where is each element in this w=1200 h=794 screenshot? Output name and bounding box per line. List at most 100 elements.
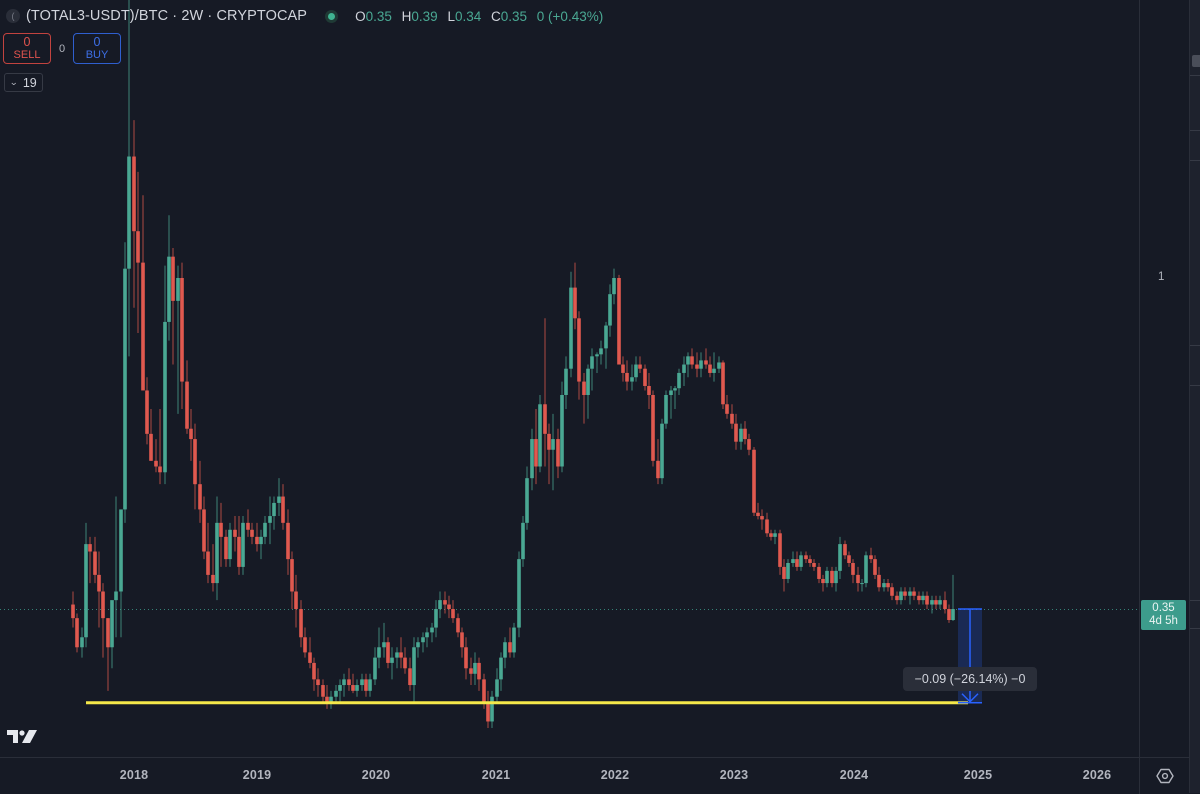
candle	[817, 562, 821, 584]
candle	[360, 673, 364, 691]
candle	[123, 242, 127, 523]
candle	[469, 657, 473, 686]
candle	[512, 622, 516, 658]
open-label: O	[355, 8, 366, 24]
candle	[215, 496, 219, 601]
candle	[325, 685, 329, 709]
candle	[795, 551, 799, 571]
candle	[88, 536, 92, 584]
candle	[791, 551, 795, 567]
high-value: 0.39	[411, 8, 438, 24]
candle	[281, 484, 285, 530]
candle	[690, 348, 694, 369]
candle	[712, 352, 716, 382]
candle	[582, 372, 586, 424]
candle	[760, 509, 764, 530]
candle	[595, 352, 599, 373]
candle	[351, 673, 355, 694]
price-axis[interactable]: 1 0.35 4d 5h	[1139, 0, 1189, 757]
indicators-toggle-button[interactable]: ⌄ 19	[4, 73, 43, 92]
candle	[259, 529, 263, 560]
candle	[708, 356, 712, 378]
open-value: 0.35	[365, 8, 392, 24]
market-open-icon[interactable]	[325, 9, 339, 23]
candle	[119, 509, 123, 638]
measure-result-label: −0.09 (−26.14%) −0	[903, 667, 1037, 691]
candle	[421, 632, 425, 653]
candle	[294, 574, 298, 628]
candle	[917, 591, 921, 605]
candle	[114, 496, 118, 638]
candle	[608, 284, 612, 337]
candle	[677, 368, 681, 395]
candle	[93, 536, 97, 584]
candle	[825, 566, 829, 588]
time-axis[interactable]: 2018 2019 2020 2021 2022 2023 2024 2025 …	[0, 757, 1139, 794]
candle	[386, 637, 390, 669]
candle	[430, 622, 434, 643]
candle	[864, 551, 868, 588]
candle	[334, 685, 338, 703]
candle	[163, 265, 167, 485]
candle	[695, 352, 699, 378]
candle	[886, 578, 890, 592]
candle	[530, 428, 534, 491]
candle	[176, 265, 180, 414]
sell-button[interactable]: 0 SELL	[3, 33, 51, 64]
candle	[577, 311, 581, 400]
candle	[747, 433, 751, 456]
candle	[569, 271, 573, 378]
candle	[193, 423, 197, 510]
candle	[921, 591, 925, 605]
buy-button[interactable]: 0 BUY	[73, 33, 121, 64]
candle	[189, 409, 193, 461]
time-tick-2025: 2025	[963, 768, 993, 782]
panel-scrollbar-handle[interactable]	[1192, 55, 1200, 67]
trading-panel: 0 SELL 0 0 BUY	[3, 33, 121, 64]
candle	[299, 600, 303, 648]
candle	[377, 627, 381, 669]
candle	[556, 428, 560, 479]
candle	[808, 555, 812, 567]
candle	[599, 340, 603, 365]
candle	[564, 356, 568, 410]
candle	[408, 657, 412, 691]
candle	[882, 578, 886, 592]
candle	[551, 413, 555, 491]
candle	[434, 600, 438, 638]
candle	[373, 647, 377, 686]
candlestick-plot[interactable]	[0, 0, 1139, 757]
candle	[443, 591, 447, 614]
time-tick-2022: 2022	[600, 768, 630, 782]
candle	[255, 522, 259, 552]
symbol-logo-icon[interactable]: (	[6, 9, 20, 23]
candle	[830, 566, 834, 588]
tradingview-logo-icon[interactable]	[7, 729, 37, 750]
candle	[71, 591, 75, 628]
candle	[412, 637, 416, 703]
chart-pane[interactable]: ( (TOTAL3-USDT)/BTC · 2W · CRYPTOCAP O0.…	[0, 0, 1139, 757]
symbol-title[interactable]: (TOTAL3-USDT)/BTC · 2W · CRYPTOCAP	[26, 8, 308, 24]
close-value: 0.35	[500, 8, 528, 24]
candle	[312, 657, 316, 691]
candle	[211, 544, 215, 592]
candle	[473, 652, 477, 686]
spread-value: 0	[58, 42, 66, 55]
gear-icon[interactable]	[1156, 767, 1174, 785]
candle	[185, 360, 189, 434]
candle	[241, 516, 245, 575]
chart-legend: ( (TOTAL3-USDT)/BTC · 2W · CRYPTOCAP O0.…	[6, 8, 609, 24]
candle	[451, 600, 455, 623]
candle	[416, 637, 420, 658]
candle	[525, 466, 529, 530]
candle	[364, 673, 368, 697]
time-tick-2023: 2023	[719, 768, 749, 782]
candle	[630, 364, 634, 391]
candle	[167, 215, 171, 341]
candle	[560, 381, 564, 473]
candle	[543, 318, 547, 467]
candle	[664, 390, 668, 429]
candle	[934, 595, 938, 610]
candle	[686, 352, 690, 378]
candle	[856, 566, 860, 592]
